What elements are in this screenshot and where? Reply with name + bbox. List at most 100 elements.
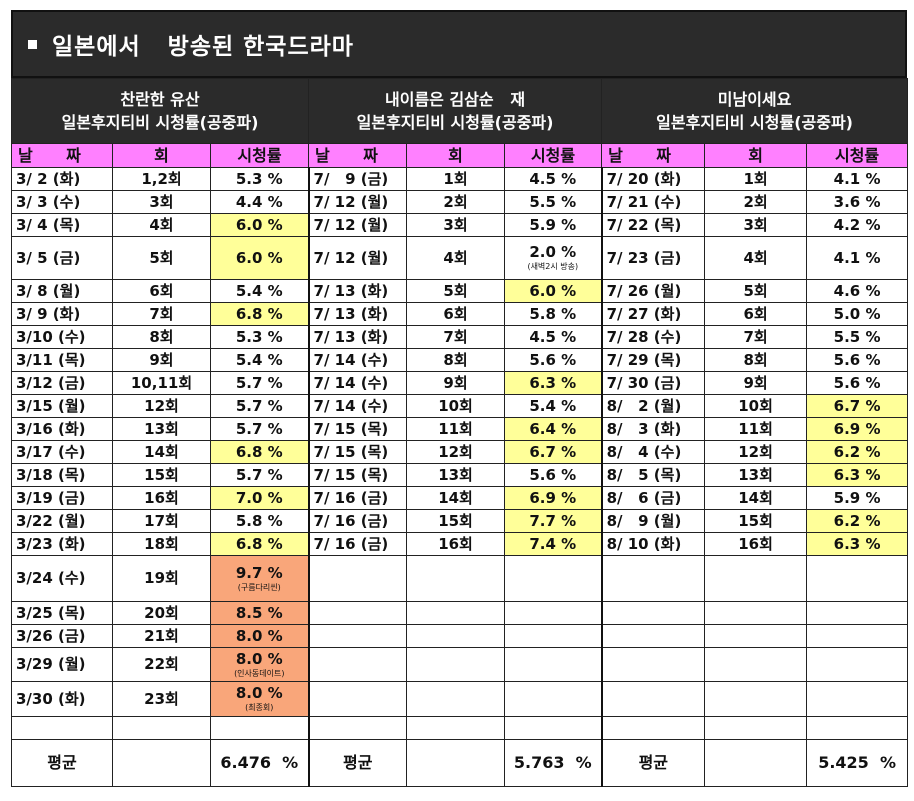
episode-cell: 13회 — [112, 417, 211, 441]
episode-cell: 14회 — [112, 440, 211, 464]
episode-cell: 6회 — [112, 279, 211, 303]
rating-value: 4.2 % — [833, 215, 881, 234]
episode-cell: 12회 — [704, 440, 808, 464]
rating-note: (구름다리씬) — [237, 582, 281, 592]
rating-cell: 6.8 % — [209, 440, 310, 464]
rating-cell: 6.3 % — [504, 371, 603, 395]
rating-value: 7.0 % — [235, 488, 283, 507]
rating-value: 6.0 % — [235, 215, 283, 234]
date-cell: 3/18 (목) — [11, 463, 113, 487]
date-cell: 3/23 (화) — [11, 532, 113, 556]
rating-cell: 5.8 % — [504, 302, 603, 326]
rating-value: 8.0 % — [235, 684, 283, 702]
rating-cell: 8.5 % — [209, 601, 310, 625]
rating-cell: 6.7 % — [806, 394, 909, 418]
rating-value: 4.5 % — [529, 169, 577, 188]
episode-cell: 8회 — [704, 348, 808, 372]
date-cell: 7/ 30 (금) — [601, 371, 706, 395]
date-cell: 7/ 15 (목) — [308, 463, 408, 487]
date-cell: 8/ 5 (목) — [601, 463, 706, 487]
episode-cell: 8회 — [112, 325, 211, 349]
episode-cell: 17회 — [112, 509, 211, 533]
rating-value: 6.0 % — [529, 281, 577, 300]
rating-cell: 8.0 % (최종회) — [209, 681, 310, 717]
episode-cell: 3회 — [112, 190, 211, 214]
rating-value: 9.7 % — [235, 563, 283, 582]
date-cell: 3/ 5 (금) — [11, 236, 113, 280]
rating-cell: 6.7 % — [504, 440, 603, 464]
date-cell: 3/12 (금) — [11, 371, 113, 395]
table-row: 3/16 (화) 13회 5.7 % 7/ 15 (목) 11회 6.4 % 8/ 3 (화… — [11, 417, 909, 441]
date-cell: 8/ 2 (월) — [601, 394, 706, 418]
date-cell: 7/ 16 (금) — [308, 509, 408, 533]
date-cell — [601, 555, 706, 602]
episode-cell — [112, 716, 211, 740]
rating-value: 5.4 % — [235, 281, 283, 300]
table-row: 3/10 (수) 8회 5.3 % 7/ 13 (화) 7회 4.5 % 7/ 28 (수)… — [11, 325, 909, 349]
episode-cell — [704, 716, 808, 740]
date-cell: 8/ 10 (화) — [601, 532, 706, 556]
date-cell: 7/ 27 (화) — [601, 302, 706, 326]
table-row: 3/11 (목) 9회 5.4 % 7/ 14 (수) 8회 5.6 % 7/ 29 (목)… — [11, 348, 909, 372]
date-cell: 8/ 9 (월) — [601, 509, 706, 533]
date-cell — [308, 716, 408, 740]
average-value: 5.425 % — [806, 739, 909, 787]
rating-value: 5.4 % — [235, 350, 283, 369]
title-bar: 일본에서 방송된 한국드라마 — [11, 10, 907, 78]
table-row: 3/18 (목) 15회 5.7 % 7/ 15 (목) 13회 5.6 % 8/ 5 (목… — [11, 463, 909, 487]
rating-col-header: 시청률 — [504, 143, 603, 168]
drama-header-2: 내이름은 김삼순 재 일본후지티비 시청률(공중파) — [308, 78, 603, 144]
rating-cell: 7.7 % — [504, 509, 603, 533]
rating-value: 6.8 % — [235, 442, 283, 461]
episode-cell: 23회 — [112, 681, 211, 717]
rating-value: 3.6 % — [833, 192, 881, 211]
date-cell — [308, 555, 408, 602]
rating-cell: 6.9 % — [504, 486, 603, 510]
rating-value: 5.0 % — [833, 304, 881, 323]
rating-value: 5.5 % — [529, 192, 577, 211]
date-cell: 7/ 22 (목) — [601, 213, 706, 237]
rating-value: 6.8 % — [235, 534, 283, 553]
rating-cell: 5.0 % — [806, 302, 909, 326]
episode-cell: 7회 — [406, 325, 506, 349]
rating-cell: 5.5 % — [504, 190, 603, 214]
rating-value: 4.6 % — [833, 281, 881, 300]
rating-cell: 6.2 % — [806, 440, 909, 464]
rating-value: 4.5 % — [529, 327, 577, 346]
episode-cell: 14회 — [704, 486, 808, 510]
episode-cell: 3회 — [406, 213, 506, 237]
rating-cell — [209, 716, 310, 740]
date-cell: 7/ 14 (수) — [308, 394, 408, 418]
rating-value: 7.7 % — [529, 511, 577, 530]
episode-cell: 11회 — [406, 417, 506, 441]
rating-cell: 5.7 % — [209, 417, 310, 441]
drama-channel: 일본후지티비 시청률(공중파) — [356, 113, 554, 132]
episode-col-header: 회 — [112, 143, 211, 168]
average-empty — [406, 739, 506, 787]
rating-cell: 9.7 % (구름다리씬) — [209, 555, 310, 602]
date-cell: 3/ 9 (화) — [11, 302, 113, 326]
rating-cell — [504, 716, 603, 740]
rating-value: 5.6 % — [529, 350, 577, 369]
average-label: 평균 — [308, 739, 408, 787]
table-row: 3/23 (화) 18회 6.8 % 7/ 16 (금) 16회 7.4 % 8/ 10 (… — [11, 532, 909, 556]
date-cell: 7/ 15 (목) — [308, 417, 408, 441]
rating-value: 2.0 % — [529, 243, 577, 261]
rating-cell: 7.4 % — [504, 532, 603, 556]
rating-cell: 5.9 % — [504, 213, 603, 237]
date-cell: 7/ 23 (금) — [601, 236, 706, 280]
date-cell: 7/ 13 (화) — [308, 302, 408, 326]
rating-value: 5.6 % — [529, 465, 577, 484]
rating-value: 5.9 % — [529, 215, 577, 234]
rating-value: 8.5 % — [235, 603, 283, 622]
rating-value: 5.6 % — [833, 350, 881, 369]
rating-col-header: 시청률 — [806, 143, 909, 168]
average-label: 평균 — [601, 739, 706, 787]
date-cell: 8/ 6 (금) — [601, 486, 706, 510]
date-cell: 3/30 (화) — [11, 681, 113, 717]
rating-cell — [806, 601, 909, 625]
date-col-header: 날 짜 — [11, 143, 113, 168]
bullet-icon — [28, 39, 37, 49]
rating-cell: 5.8 % — [209, 509, 310, 533]
rating-value: 6.2 % — [833, 442, 881, 461]
